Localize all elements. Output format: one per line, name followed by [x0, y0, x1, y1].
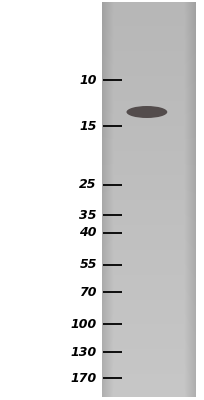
Text: 25: 25 — [79, 178, 97, 191]
Text: 55: 55 — [79, 258, 97, 271]
Text: 40: 40 — [79, 226, 97, 239]
Text: 10: 10 — [79, 74, 97, 86]
Text: 70: 70 — [79, 286, 97, 298]
Ellipse shape — [126, 106, 167, 118]
Text: 170: 170 — [71, 372, 97, 384]
Text: 35: 35 — [79, 209, 97, 222]
Text: 15: 15 — [79, 120, 97, 132]
Text: 130: 130 — [71, 346, 97, 358]
Text: 100: 100 — [71, 318, 97, 330]
